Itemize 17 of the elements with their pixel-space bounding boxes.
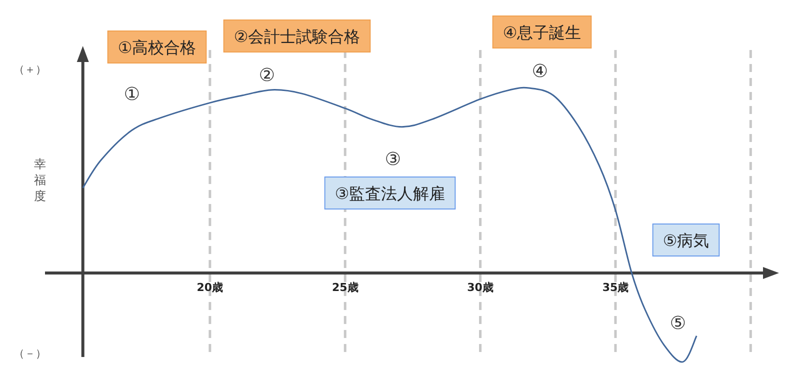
annotation: ① — [124, 84, 140, 105]
annotation: ③監査法人解雇 — [334, 184, 446, 203]
text: ①高校合格 — [118, 38, 196, 57]
text: ④息子誕生 — [502, 23, 582, 42]
annotation: ③ — [384, 149, 402, 170]
text: ②会計士試験合格 — [234, 27, 360, 46]
text: ② — [258, 65, 276, 86]
x-tick-label: 20歳 — [196, 281, 224, 294]
annotation: （－） — [14, 347, 46, 360]
text: ④ — [532, 61, 548, 82]
x-tick-label: 25歳 — [332, 281, 358, 294]
y-axis-title: 幸福度 — [34, 157, 46, 203]
annotation: ⑤病気 — [662, 231, 710, 250]
x-tick-label: 30歳 — [467, 281, 494, 294]
x-tick-label: 35歳 — [602, 281, 629, 294]
text: （＋） — [14, 63, 46, 76]
annotation: ⑤ — [670, 313, 686, 334]
